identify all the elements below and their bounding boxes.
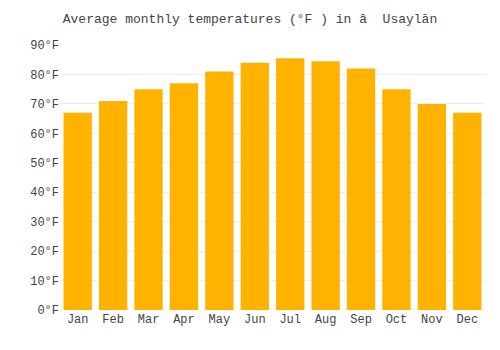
svg-text:Oct: Oct bbox=[386, 313, 408, 327]
svg-text:Aug: Aug bbox=[315, 313, 337, 327]
svg-text:0°F: 0°F bbox=[37, 304, 59, 318]
svg-text:30°F: 30°F bbox=[30, 216, 59, 230]
svg-text:Average monthly temperatures (: Average monthly temperatures (°F ) in â … bbox=[63, 12, 437, 27]
svg-text:20°F: 20°F bbox=[30, 245, 59, 259]
svg-text:60°F: 60°F bbox=[30, 128, 59, 142]
svg-text:Jun: Jun bbox=[244, 313, 266, 327]
svg-text:70°F: 70°F bbox=[30, 98, 59, 112]
svg-text:Dec: Dec bbox=[456, 313, 478, 327]
svg-text:Feb: Feb bbox=[102, 313, 124, 327]
svg-text:May: May bbox=[209, 313, 231, 327]
svg-text:Jan: Jan bbox=[67, 313, 89, 327]
svg-text:40°F: 40°F bbox=[30, 186, 59, 200]
svg-text:Mar: Mar bbox=[138, 313, 160, 327]
svg-text:Sep: Sep bbox=[350, 313, 372, 327]
svg-text:90°F: 90°F bbox=[30, 39, 59, 53]
svg-text:10°F: 10°F bbox=[30, 275, 59, 289]
svg-text:Nov: Nov bbox=[421, 313, 443, 327]
svg-text:80°F: 80°F bbox=[30, 69, 59, 83]
svg-text:Apr: Apr bbox=[173, 313, 195, 327]
svg-text:50°F: 50°F bbox=[30, 157, 59, 171]
svg-text:Jul: Jul bbox=[279, 313, 301, 327]
